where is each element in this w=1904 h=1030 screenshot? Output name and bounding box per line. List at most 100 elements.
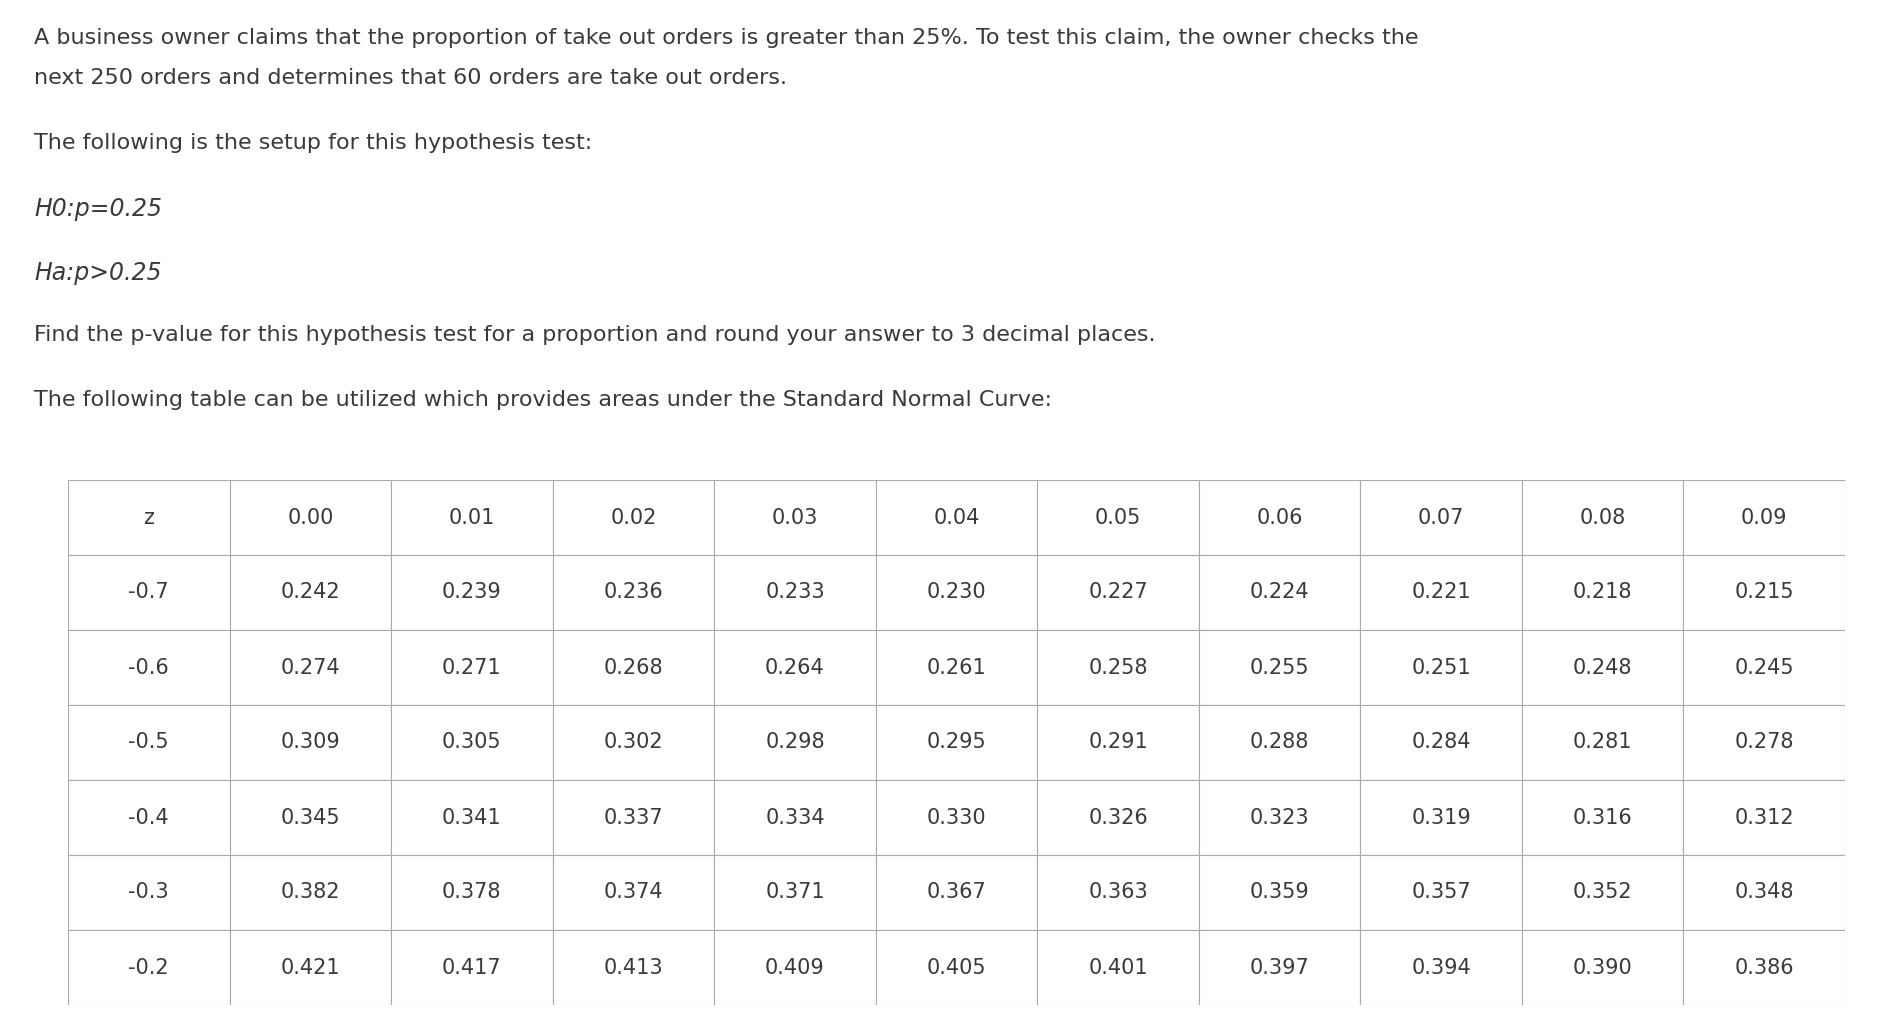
Bar	[876, 780, 1038, 855]
Text: 0.330: 0.330	[927, 808, 986, 827]
Bar	[1038, 855, 1200, 930]
Text: 0.268: 0.268	[604, 657, 663, 678]
Text: 0.261: 0.261	[927, 657, 986, 678]
Text: 0.221: 0.221	[1411, 583, 1472, 603]
Bar	[69, 630, 230, 705]
Text: -0.3: -0.3	[128, 883, 169, 902]
Text: 0.04: 0.04	[933, 508, 981, 527]
Text: 0.298: 0.298	[765, 732, 824, 753]
Text: 0.02: 0.02	[609, 508, 657, 527]
Text: A business owner claims that the proportion of take out orders is greater than 2: A business owner claims that the proport…	[34, 28, 1418, 48]
Bar	[390, 480, 552, 555]
Text: 0.357: 0.357	[1411, 883, 1472, 902]
Bar	[876, 555, 1038, 630]
Text: 0.227: 0.227	[1089, 583, 1148, 603]
Text: 0.326: 0.326	[1089, 808, 1148, 827]
Bar	[1521, 780, 1683, 855]
Bar	[390, 855, 552, 930]
Text: 0.374: 0.374	[604, 883, 663, 902]
Bar	[390, 555, 552, 630]
Text: 0.405: 0.405	[927, 958, 986, 977]
Bar	[714, 780, 876, 855]
Text: 0.288: 0.288	[1249, 732, 1310, 753]
Bar	[390, 630, 552, 705]
Text: 0.230: 0.230	[927, 583, 986, 603]
Text: 0.255: 0.255	[1249, 657, 1310, 678]
Bar	[230, 780, 390, 855]
Text: 0.295: 0.295	[927, 732, 986, 753]
Text: 0.371: 0.371	[765, 883, 824, 902]
Text: 0.397: 0.397	[1249, 958, 1310, 977]
Bar	[69, 705, 230, 780]
Bar	[1359, 780, 1521, 855]
Text: 0.239: 0.239	[442, 583, 503, 603]
Text: H0:p=0.25: H0:p=0.25	[34, 197, 162, 221]
Text: 0.271: 0.271	[442, 657, 501, 678]
Bar	[876, 630, 1038, 705]
Text: The following is the setup for this hypothesis test:: The following is the setup for this hypo…	[34, 133, 592, 153]
Bar	[1200, 780, 1359, 855]
Text: 0.218: 0.218	[1573, 583, 1632, 603]
Text: 0.312: 0.312	[1735, 808, 1794, 827]
Bar	[1200, 480, 1359, 555]
Bar	[230, 855, 390, 930]
Bar	[714, 555, 876, 630]
Bar	[230, 705, 390, 780]
Text: 0.08: 0.08	[1580, 508, 1626, 527]
Bar	[69, 855, 230, 930]
Bar	[1038, 480, 1200, 555]
Bar	[552, 855, 714, 930]
Text: 0.07: 0.07	[1418, 508, 1464, 527]
Bar	[1521, 630, 1683, 705]
Bar	[714, 855, 876, 930]
Text: 0.363: 0.363	[1089, 883, 1148, 902]
Text: 0.281: 0.281	[1573, 732, 1632, 753]
Text: 0.337: 0.337	[604, 808, 663, 827]
Bar	[1038, 705, 1200, 780]
Bar	[1521, 480, 1683, 555]
Text: 0.236: 0.236	[604, 583, 663, 603]
Bar	[552, 705, 714, 780]
Bar	[1683, 855, 1845, 930]
Text: 0.264: 0.264	[765, 657, 824, 678]
Bar	[876, 705, 1038, 780]
Bar	[714, 480, 876, 555]
Text: -0.7: -0.7	[128, 583, 169, 603]
Text: -0.4: -0.4	[128, 808, 169, 827]
Text: 0.309: 0.309	[280, 732, 341, 753]
Bar	[1359, 630, 1521, 705]
Text: 0.386: 0.386	[1735, 958, 1794, 977]
Bar	[1200, 630, 1359, 705]
Text: 0.291: 0.291	[1089, 732, 1148, 753]
Text: 0.359: 0.359	[1249, 883, 1310, 902]
Bar	[69, 780, 230, 855]
Bar	[1521, 930, 1683, 1005]
Text: 0.352: 0.352	[1573, 883, 1632, 902]
Text: 0.367: 0.367	[927, 883, 986, 902]
Text: 0.233: 0.233	[765, 583, 824, 603]
Bar	[1359, 705, 1521, 780]
Text: 0.05: 0.05	[1095, 508, 1140, 527]
Bar	[390, 930, 552, 1005]
Bar	[552, 930, 714, 1005]
Bar	[876, 930, 1038, 1005]
Text: 0.248: 0.248	[1573, 657, 1632, 678]
Text: 0.215: 0.215	[1735, 583, 1794, 603]
Bar	[1521, 555, 1683, 630]
Text: 0.03: 0.03	[771, 508, 819, 527]
Bar	[1359, 855, 1521, 930]
Text: 0.316: 0.316	[1573, 808, 1632, 827]
Bar	[1521, 855, 1683, 930]
Bar	[230, 555, 390, 630]
Text: 0.334: 0.334	[765, 808, 824, 827]
Bar	[1200, 705, 1359, 780]
Text: Find the p-value for this hypothesis test for a proportion and round your answer: Find the p-value for this hypothesis tes…	[34, 325, 1156, 345]
Text: 0.382: 0.382	[280, 883, 341, 902]
Text: 0.417: 0.417	[442, 958, 501, 977]
Text: 0.390: 0.390	[1573, 958, 1632, 977]
Text: 0.413: 0.413	[604, 958, 663, 977]
Bar	[1359, 930, 1521, 1005]
Text: 0.394: 0.394	[1411, 958, 1472, 977]
Text: -0.6: -0.6	[128, 657, 169, 678]
Text: 0.323: 0.323	[1249, 808, 1310, 827]
